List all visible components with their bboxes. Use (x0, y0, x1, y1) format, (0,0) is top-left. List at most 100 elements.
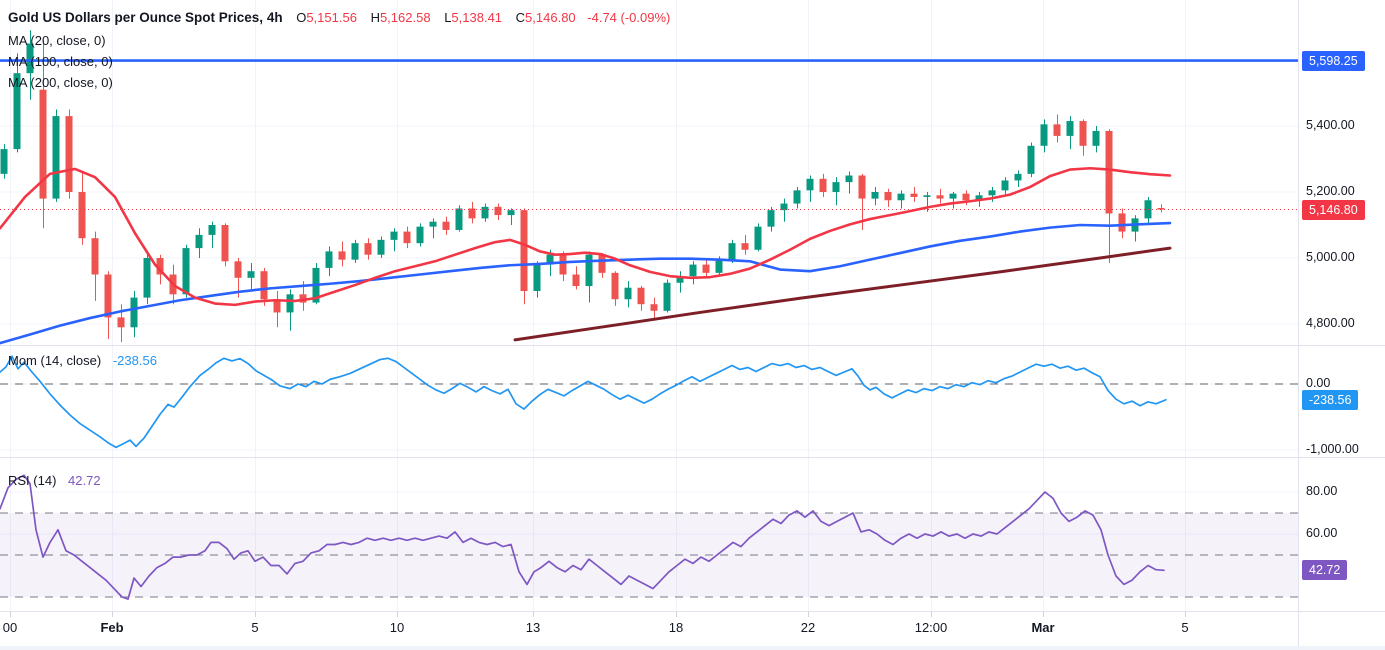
candle-body (364, 243, 372, 255)
candle-body (832, 182, 840, 192)
symbol-title: Gold US Dollars per Ounce Spot Prices, 4… (8, 10, 283, 25)
candle-body (884, 192, 892, 201)
time-axis-label: 00 (2, 620, 18, 635)
candle-body (0, 149, 8, 174)
momentum-line[interactable] (0, 355, 1167, 449)
momentum-label: Mom (14, close) (8, 353, 102, 368)
pane-separator-momentum-rsi[interactable] (0, 457, 1385, 458)
candle-body (481, 206, 489, 219)
time-axis-label: 10 (389, 620, 405, 635)
ma20-line[interactable] (0, 166, 1172, 307)
price-axis-label: 4,800.00 (1306, 316, 1355, 330)
price-axis-label: 5,200.00 (1306, 184, 1355, 198)
ma100-legend[interactable]: MA (100, close, 0) (8, 52, 113, 72)
candle-body (611, 272, 619, 300)
time-axis-label: 5 (251, 620, 259, 635)
momentum-legend[interactable]: Mom (14, close) -238.56 (8, 351, 157, 371)
candle-body (442, 221, 450, 230)
candle-body (780, 203, 788, 211)
candle-body (234, 261, 242, 278)
rsi-line[interactable] (0, 474, 1165, 600)
bottom-strip (0, 646, 1385, 650)
candle-body (390, 231, 398, 240)
candle-body (182, 248, 190, 295)
low-label: L (444, 10, 452, 25)
last-price-badge[interactable]: 5,146.80 (1302, 199, 1365, 220)
candle-body (273, 299, 281, 313)
candle-body (845, 175, 853, 183)
ma200-legend[interactable]: MA (200, close, 0) (8, 73, 113, 93)
candles[interactable] (0, 30, 1165, 343)
candle-body (195, 234, 203, 249)
candle-body (117, 317, 125, 328)
candle-body (676, 276, 684, 283)
candle-body (897, 193, 905, 201)
candle-body (1118, 213, 1126, 232)
candle-body (91, 238, 99, 275)
candle-body (468, 208, 476, 219)
candle-body (585, 254, 593, 287)
candle-body (819, 178, 827, 192)
candle-body (637, 287, 645, 305)
ma200-label: MA (200, close, 0) (8, 75, 113, 90)
candle-body (715, 259, 723, 273)
ma200-line[interactable] (513, 246, 1172, 342)
momentum-value-badge[interactable]: -238.56 (1302, 389, 1359, 410)
candle-body (13, 73, 21, 150)
candle-body (299, 294, 307, 303)
ma20-label: MA (20, close, 0) (8, 33, 106, 48)
candle-body (1092, 130, 1100, 146)
candle-body (572, 274, 580, 287)
close-label: C (515, 10, 526, 25)
ma20-legend[interactable]: MA (20, close, 0) (8, 31, 106, 51)
candle-body (1066, 121, 1074, 136)
candle-body (546, 254, 554, 265)
time-axis-label: Mar (1031, 620, 1055, 635)
pane-separator-main-momentum[interactable] (0, 345, 1385, 346)
main-legend[interactable]: Gold US Dollars per Ounce Spot Prices, 4… (8, 8, 670, 28)
candle-body (520, 210, 528, 291)
candle-body (806, 178, 814, 191)
rsi-legend[interactable]: RSI (14) 42.72 (8, 471, 101, 491)
candle-body (65, 116, 73, 192)
change-value: -4.74 (-0.09%) (587, 10, 671, 25)
candle-body (650, 304, 658, 311)
time-axis-label: 13 (525, 620, 541, 635)
candle-body (507, 210, 515, 216)
candle-body (1079, 121, 1087, 146)
candle-body (767, 210, 775, 227)
momentum-axis-label: -1,000.00 (1306, 442, 1359, 456)
alert-price-badge[interactable]: 5,598.25 (1302, 50, 1365, 71)
rsi-axis-label: 60.00 (1306, 526, 1338, 540)
candle-body (143, 258, 151, 298)
candle-body (910, 193, 918, 197)
candle-body (741, 243, 749, 250)
candle-body (754, 226, 762, 250)
time-axis-label: 22 (800, 620, 816, 635)
candle-body (1014, 173, 1022, 181)
candle-body (949, 193, 957, 199)
time-axis-label: Feb (100, 620, 124, 635)
candle-body (975, 195, 983, 201)
candle-body (247, 271, 255, 278)
price-axis-label: 5,400.00 (1306, 118, 1355, 132)
candle-body (1157, 207, 1165, 210)
candle-body (286, 294, 294, 313)
candle-body (559, 254, 567, 275)
candle-body (208, 225, 216, 235)
chart-canvas[interactable] (0, 0, 1298, 650)
candle-body (351, 243, 359, 260)
candle-body (962, 193, 970, 201)
rsi-label: RSI (14) (8, 473, 57, 488)
candle-body (728, 243, 736, 260)
price-axis-border[interactable] (1298, 0, 1299, 646)
rsi-value-badge[interactable]: 42.72 (1302, 560, 1348, 581)
candle-body (455, 208, 463, 230)
candle-body (429, 221, 437, 227)
candle-body (130, 297, 138, 328)
candle-body (936, 195, 944, 199)
candle-body (1001, 180, 1009, 191)
candle-body (416, 226, 424, 244)
low-value: 5,138.41 (451, 10, 503, 25)
candle-body (598, 254, 606, 273)
